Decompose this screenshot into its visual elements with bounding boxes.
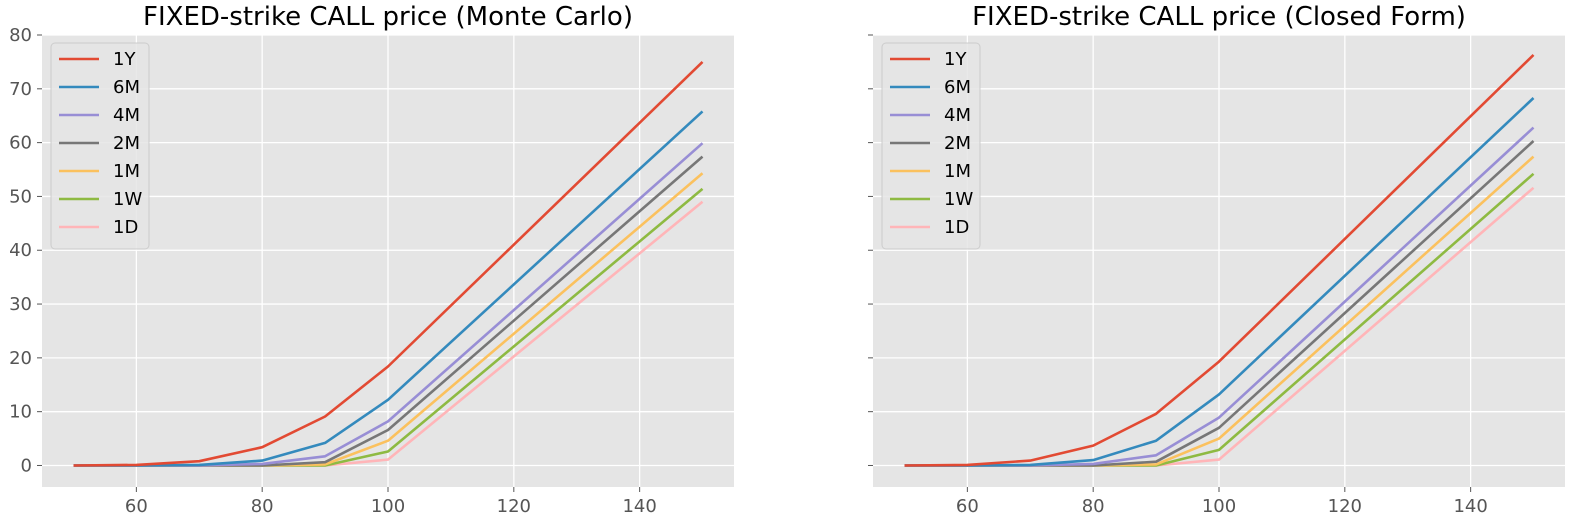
- legend-label: 1Y: [944, 49, 967, 70]
- chart-title: FIXED-strike CALL price (Monte Carlo): [143, 2, 633, 32]
- y-tick-label: 50: [9, 186, 32, 207]
- chart-closed-form: 60 80 100 120 140 FIXED-strike CALL price (C…: [868, 2, 1565, 517]
- axis-ticks: 60 80 100 120 140: [868, 34, 1488, 517]
- y-tick-label: 60: [9, 133, 32, 154]
- x-tick-label: 100: [1202, 496, 1236, 517]
- legend-label: 1M: [944, 161, 971, 182]
- legend-label: 1W: [113, 189, 142, 210]
- legend-label: 1Y: [113, 49, 136, 70]
- x-tick-label: 80: [1082, 496, 1105, 517]
- y-tick-label: 40: [9, 240, 32, 261]
- legend-label: 4M: [944, 105, 971, 126]
- legend-label: 6M: [944, 77, 971, 98]
- x-tick-label: 100: [371, 496, 405, 517]
- legend-label: 1D: [944, 217, 969, 238]
- x-tick-label: 80: [251, 496, 274, 517]
- legend-label: 2M: [113, 133, 140, 154]
- grid: [873, 34, 1565, 487]
- x-tick-label: 60: [125, 496, 148, 517]
- x-tick-label: 120: [1328, 496, 1362, 517]
- legend: 1Y 6M 4M 2M 1M 1W 1D: [50, 42, 150, 250]
- series-line-1y: [73, 60, 704, 467]
- chart-title: FIXED-strike CALL price (Closed Form): [972, 2, 1466, 32]
- legend-label: 6M: [113, 77, 140, 98]
- series-lines: [73, 60, 704, 467]
- series-line-1y: [904, 53, 1535, 467]
- legend-label: 1M: [113, 161, 140, 182]
- x-tick-label: 120: [497, 496, 531, 517]
- legend-label: 2M: [944, 133, 971, 154]
- legend: 1Y 6M 4M 2M 1M 1W 1D: [881, 42, 981, 250]
- x-tick-label: 140: [1453, 496, 1487, 517]
- legend-label: 1D: [113, 217, 138, 238]
- legend-label: 4M: [113, 105, 140, 126]
- legend-box: [881, 42, 981, 250]
- legend-label: 1W: [944, 189, 973, 210]
- y-tick-label: 70: [9, 79, 32, 100]
- y-tick-label: 30: [9, 294, 32, 315]
- y-tick-label: 0: [21, 455, 32, 476]
- y-tick-label: 80: [9, 25, 32, 46]
- series-lines: [904, 53, 1535, 467]
- legend-box: [50, 42, 150, 250]
- x-tick-label: 60: [956, 496, 979, 517]
- x-tick-label: 140: [622, 496, 656, 517]
- axis-ticks: 60 80 100 120 140 0 10 20 30 40 50 60 70 80: [9, 25, 657, 517]
- grid: [42, 34, 734, 487]
- y-tick-label: 20: [9, 348, 32, 369]
- chart-monte-carlo: 60 80 100 120 140 0 10 20 30 40 50 60 70 80 FIXED-str…: [9, 2, 734, 517]
- y-tick-label: 10: [9, 402, 32, 423]
